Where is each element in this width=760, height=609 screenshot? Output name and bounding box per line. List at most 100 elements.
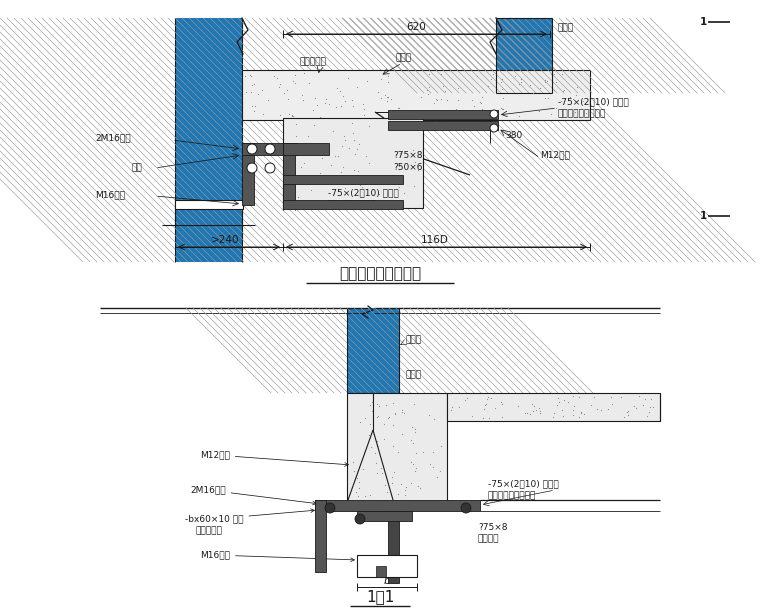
Point [290, 132, 302, 141]
Point [274, 110, 286, 120]
Point [486, 74, 498, 84]
Bar [315, 500, 480, 511]
Point [375, 93, 387, 102]
Bar [357, 555, 417, 577]
Point [364, 419, 376, 429]
Point [495, 103, 507, 113]
Point [307, 105, 319, 115]
Text: 锚板: 锚板 [132, 163, 143, 172]
Point [497, 105, 509, 114]
Point [316, 153, 328, 163]
Point [509, 71, 521, 81]
Point [423, 82, 435, 92]
Point [392, 489, 404, 499]
Point [562, 109, 574, 119]
Point [271, 73, 283, 83]
Point [379, 481, 391, 490]
Point [441, 95, 453, 105]
Text: 顶紧后，与角钢焊接: 顶紧后，与角钢焊接 [328, 200, 376, 209]
Point [408, 399, 420, 409]
Point [325, 160, 337, 170]
Text: 2M16螺柱: 2M16螺柱 [95, 133, 131, 143]
Point [327, 127, 339, 136]
Point [396, 406, 408, 415]
Bar [175, 200, 243, 209]
Point [428, 414, 440, 424]
Point [641, 412, 653, 421]
Point [409, 424, 421, 434]
Bar [283, 143, 295, 205]
Text: 栏板墙: 栏板墙 [558, 24, 574, 32]
Bar [283, 143, 329, 155]
Point [548, 69, 560, 79]
Point [385, 472, 397, 482]
Point [595, 405, 607, 415]
Point [369, 448, 381, 458]
Point [545, 69, 557, 79]
Point [427, 462, 439, 471]
Point [475, 98, 487, 108]
Point [569, 107, 581, 116]
Point [321, 198, 333, 208]
Text: M12锚柱: M12锚柱 [540, 150, 570, 160]
Point [337, 161, 350, 171]
Point [515, 74, 527, 83]
Point [524, 80, 537, 90]
Point [540, 93, 552, 103]
Point [558, 395, 570, 405]
Point [249, 79, 261, 89]
Point [302, 78, 315, 88]
Bar [376, 566, 386, 577]
Point [287, 111, 299, 121]
Point [347, 101, 359, 111]
Point [485, 393, 497, 403]
Point [384, 192, 396, 202]
Point [553, 397, 565, 407]
Point [645, 394, 657, 404]
Point [382, 77, 394, 86]
Point [353, 180, 366, 189]
Point [382, 414, 394, 423]
Point [556, 405, 568, 415]
Point [381, 96, 393, 106]
Point [564, 92, 576, 102]
Point [392, 104, 404, 113]
Text: -75×(2～10) 钢板楔: -75×(2～10) 钢板楔 [328, 189, 399, 197]
Point [366, 397, 378, 407]
Point [530, 406, 542, 415]
Bar [496, 18, 552, 93]
Point [398, 188, 410, 198]
Text: 座乳胶水泥: 座乳胶水泥 [300, 57, 327, 66]
Point [399, 490, 411, 499]
Point [451, 108, 464, 118]
Bar [175, 18, 242, 262]
Point [296, 90, 308, 100]
Point [353, 139, 365, 149]
Point [342, 74, 354, 83]
Point [431, 473, 443, 482]
Point [479, 400, 491, 409]
Point [410, 463, 423, 473]
Point [431, 96, 443, 105]
Text: 与角钢焊接: 与角钢焊接 [195, 527, 222, 535]
Point [245, 71, 258, 81]
Point [371, 437, 383, 446]
Point [527, 88, 539, 97]
Point [284, 185, 296, 195]
Point [405, 457, 417, 467]
Point [602, 404, 614, 414]
Point [297, 95, 309, 105]
Point [539, 75, 551, 85]
Point [352, 491, 364, 501]
Point [430, 94, 442, 104]
Point [572, 412, 584, 421]
Point [410, 449, 423, 459]
Point [466, 411, 478, 421]
Point [615, 392, 627, 401]
Point [383, 111, 395, 121]
Point [570, 90, 582, 100]
Point [542, 94, 554, 104]
Point [383, 412, 395, 422]
Point [450, 104, 462, 113]
Point [437, 81, 449, 91]
